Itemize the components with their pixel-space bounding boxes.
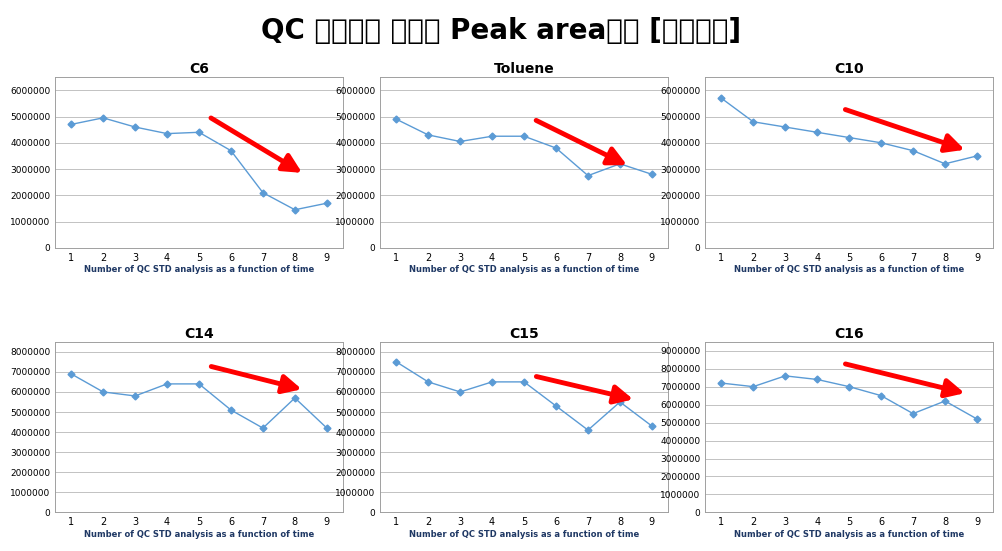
Title: Toluene: Toluene — [493, 62, 554, 76]
Title: C14: C14 — [184, 327, 213, 341]
X-axis label: Number of QC STD analysis as a function of time: Number of QC STD analysis as a function … — [733, 530, 963, 539]
Text: QC 표준시료 시간에 Peak area변화 [감도저하]: QC 표준시료 시간에 Peak area변화 [감도저하] — [262, 17, 740, 45]
X-axis label: Number of QC STD analysis as a function of time: Number of QC STD analysis as a function … — [733, 266, 963, 274]
Title: C16: C16 — [834, 327, 863, 341]
Title: C15: C15 — [509, 327, 538, 341]
X-axis label: Number of QC STD analysis as a function of time: Number of QC STD analysis as a function … — [409, 530, 638, 539]
X-axis label: Number of QC STD analysis as a function of time: Number of QC STD analysis as a function … — [409, 266, 638, 274]
Title: C6: C6 — [188, 62, 208, 76]
X-axis label: Number of QC STD analysis as a function of time: Number of QC STD analysis as a function … — [84, 530, 314, 539]
Title: C10: C10 — [834, 62, 863, 76]
X-axis label: Number of QC STD analysis as a function of time: Number of QC STD analysis as a function … — [84, 266, 314, 274]
